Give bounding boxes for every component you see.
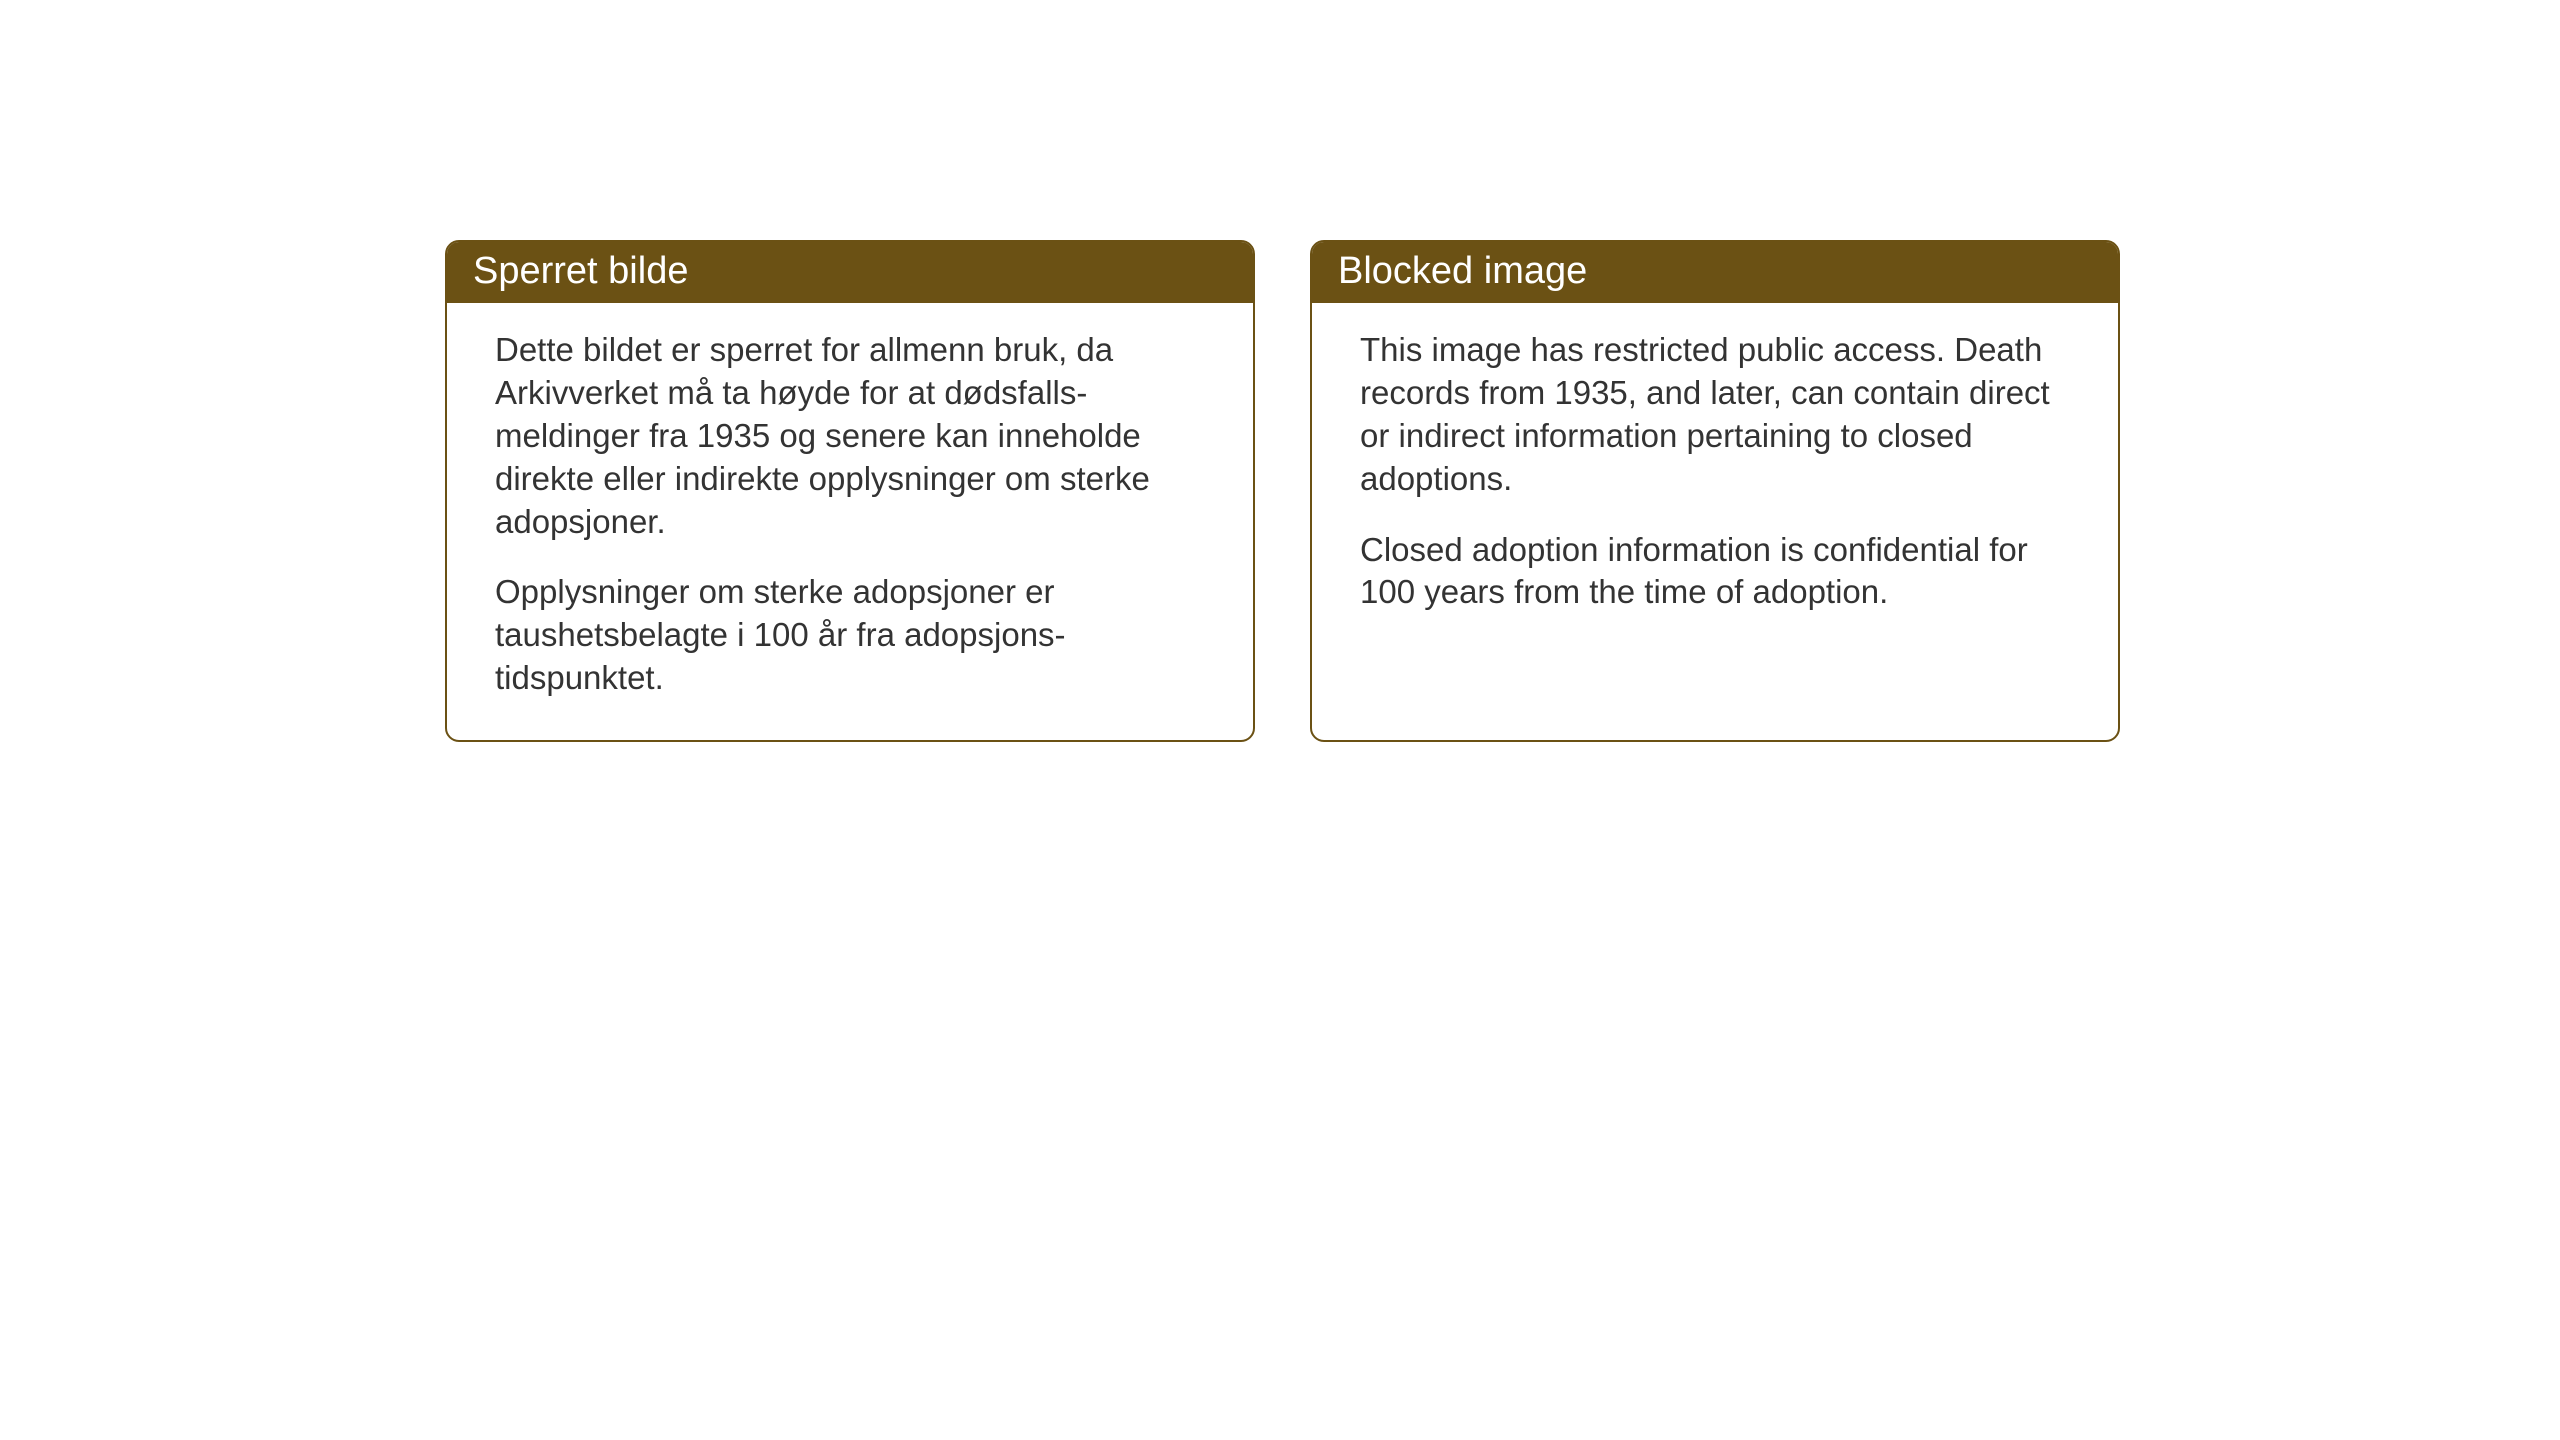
- norwegian-paragraph-1: Dette bildet er sperret for allmenn bruk…: [495, 329, 1205, 543]
- english-card-title: Blocked image: [1338, 250, 1587, 292]
- norwegian-card-title: Sperret bilde: [473, 250, 688, 292]
- english-card-body: This image has restricted public access.…: [1312, 303, 2118, 654]
- english-notice-card: Blocked image This image has restricted …: [1310, 240, 2120, 742]
- english-paragraph-1: This image has restricted public access.…: [1360, 329, 2070, 501]
- english-card-header: Blocked image: [1312, 242, 2118, 303]
- norwegian-paragraph-2: Opplysninger om sterke adopsjoner er tau…: [495, 571, 1205, 700]
- norwegian-notice-card: Sperret bilde Dette bildet er sperret fo…: [445, 240, 1255, 742]
- norwegian-card-header: Sperret bilde: [447, 242, 1253, 303]
- english-paragraph-2: Closed adoption information is confident…: [1360, 529, 2070, 615]
- norwegian-card-body: Dette bildet er sperret for allmenn bruk…: [447, 303, 1253, 740]
- notice-container: Sperret bilde Dette bildet er sperret fo…: [445, 240, 2120, 742]
